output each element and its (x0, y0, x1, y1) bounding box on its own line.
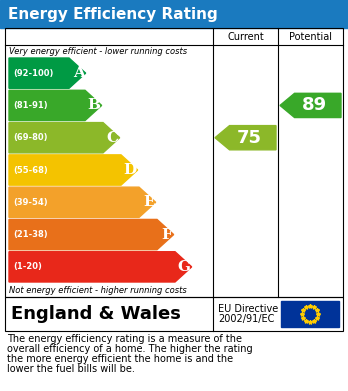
Text: B: B (88, 99, 101, 113)
Text: Very energy efficient - lower running costs: Very energy efficient - lower running co… (9, 47, 187, 56)
Text: 2002/91/EC: 2002/91/EC (218, 314, 274, 324)
Text: (39-54): (39-54) (13, 198, 48, 207)
Text: Not energy efficient - higher running costs: Not energy efficient - higher running co… (9, 286, 187, 295)
Text: Potential: Potential (289, 32, 332, 41)
Polygon shape (9, 219, 174, 250)
Text: E: E (143, 195, 155, 209)
Text: (69-80): (69-80) (13, 133, 47, 142)
Text: G: G (178, 260, 191, 274)
Polygon shape (9, 122, 120, 153)
Text: D: D (124, 163, 137, 177)
Polygon shape (215, 126, 276, 150)
Text: (1-20): (1-20) (13, 262, 42, 271)
Text: Current: Current (227, 32, 264, 41)
Text: EU Directive: EU Directive (218, 304, 278, 314)
Text: F: F (162, 228, 173, 242)
Polygon shape (9, 90, 102, 120)
Text: lower the fuel bills will be.: lower the fuel bills will be. (7, 364, 135, 374)
Text: (21-38): (21-38) (13, 230, 48, 239)
Text: overall efficiency of a home. The higher the rating: overall efficiency of a home. The higher… (7, 344, 253, 354)
Bar (5, 297, 343, 331)
Bar (0, 0, 348, 28)
Polygon shape (9, 155, 138, 185)
Polygon shape (9, 58, 86, 88)
Text: The energy efficiency rating is a measure of the: The energy efficiency rating is a measur… (7, 334, 242, 344)
Text: the more energy efficient the home is and the: the more energy efficient the home is an… (7, 354, 233, 364)
Polygon shape (280, 93, 341, 118)
Bar (281, 301, 339, 327)
Text: England & Wales: England & Wales (11, 305, 181, 323)
Polygon shape (9, 187, 156, 217)
Bar (5, 28, 343, 297)
Text: (81-91): (81-91) (13, 101, 48, 110)
Text: 75: 75 (237, 129, 262, 147)
Text: 89: 89 (302, 97, 327, 115)
Text: A: A (73, 66, 85, 80)
Text: Energy Efficiency Rating: Energy Efficiency Rating (8, 7, 218, 22)
Text: (55-68): (55-68) (13, 165, 48, 174)
Text: (92-100): (92-100) (13, 69, 53, 78)
Polygon shape (9, 252, 192, 282)
Text: C: C (106, 131, 119, 145)
